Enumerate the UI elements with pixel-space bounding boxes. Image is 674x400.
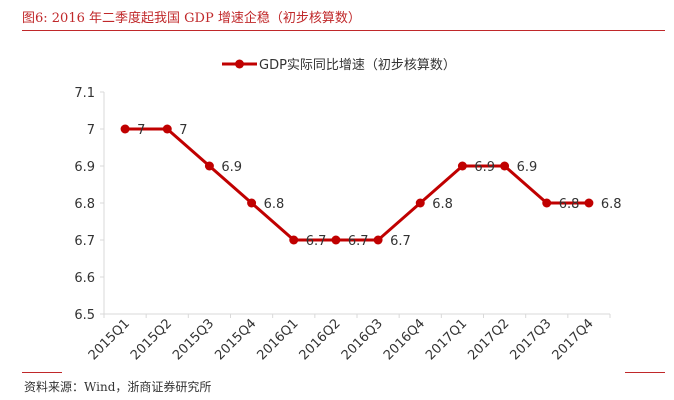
- x-tick-label: 2016Q3: [339, 316, 386, 363]
- data-point: [204, 161, 214, 171]
- data-label: 6.9: [221, 160, 242, 175]
- data-label: 6.7: [348, 234, 369, 249]
- y-tick-label: 6.8: [74, 197, 95, 212]
- x-tick-label: 2016Q2: [297, 316, 344, 363]
- x-tick-label: 2017Q1: [423, 316, 470, 363]
- x-tick-label: 2015Q2: [128, 316, 175, 363]
- data-label: 6.8: [601, 197, 622, 212]
- series-group: 7 7 6.9 6.8 6.7 6.7 6.7 6.8 6.9 6.9 6.8 6.8: [120, 123, 622, 249]
- x-tick-label: 2015Q3: [170, 316, 217, 363]
- data-point: [247, 198, 257, 208]
- series-line: [125, 127, 589, 242]
- data-label: 6.7: [390, 234, 411, 249]
- legend-label: GDP实际同比增速（初步核算数）: [259, 58, 456, 73]
- legend: GDP实际同比增速（初步核算数）: [222, 58, 456, 73]
- data-label: 6.7: [306, 234, 327, 249]
- data-label: 6.8: [559, 197, 580, 212]
- data-label: 6.9: [517, 160, 538, 175]
- data-point: [162, 124, 172, 134]
- data-point: [542, 198, 552, 208]
- data-point: [457, 161, 467, 171]
- line-chart: GDP实际同比增速（初步核算数） 6.5 6.6 6.7 6.8 6.9 7 7.1 2015…: [74, 58, 622, 363]
- x-tick-label: 2015Q4: [212, 316, 259, 363]
- y-tick-label: 6.9: [74, 160, 95, 175]
- title-rule: [22, 30, 665, 31]
- y-tick-label: 6.7: [74, 234, 95, 249]
- data-label: 6.9: [474, 160, 495, 175]
- footer-rule-right: [625, 372, 665, 373]
- x-tick-label: 2017Q4: [550, 316, 597, 363]
- footer-rule-left: [22, 372, 62, 373]
- x-tick-label: 2017Q3: [507, 316, 554, 363]
- data-point: [584, 198, 594, 208]
- data-point: [120, 124, 130, 134]
- data-point: [331, 235, 341, 245]
- data-point: [289, 235, 299, 245]
- x-tick-label: 2017Q2: [465, 316, 512, 363]
- data-label: 7: [179, 123, 187, 138]
- data-point: [415, 198, 425, 208]
- source-note: 资料来源：Wind，浙商证券研究所: [24, 380, 212, 394]
- data-point: [500, 161, 510, 171]
- data-label: 6.8: [264, 197, 285, 212]
- x-tick-label: 2016Q1: [254, 316, 301, 363]
- y-tick-label: 7.1: [74, 86, 95, 101]
- data-point: [373, 235, 383, 245]
- x-tick-label: 2015Q1: [86, 316, 133, 363]
- y-tick-label: 7: [87, 123, 95, 138]
- legend-point-marker: [235, 59, 244, 69]
- figure-title: 图6: 2016 年二季度起我国 GDP 增速企稳（初步核算数）: [22, 11, 361, 26]
- data-label: 6.8: [432, 197, 453, 212]
- data-label: 7: [137, 123, 145, 138]
- y-tick-label: 6.6: [74, 271, 95, 286]
- y-tick-label: 6.5: [74, 308, 95, 323]
- x-tick-label: 2016Q4: [381, 316, 428, 363]
